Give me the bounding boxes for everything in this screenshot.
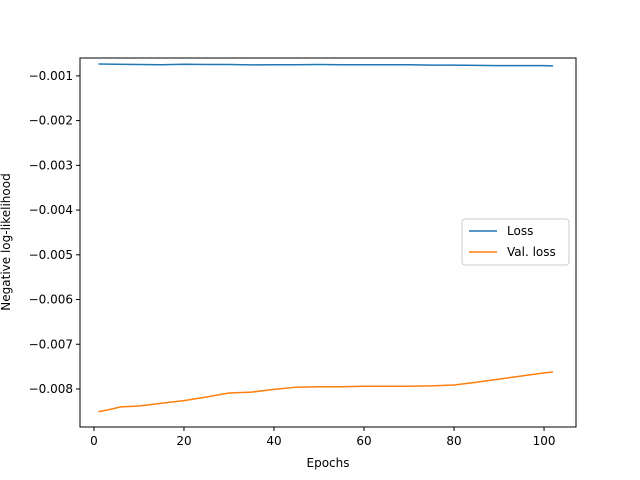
x-tick-label: 80 [446,434,461,448]
plot-frame [79,57,577,428]
y-tick-label: −0.006 [29,293,73,307]
x-tick-label: 60 [356,434,371,448]
y-tick-label: −0.005 [29,248,73,262]
series-line-loss [98,63,554,67]
y-tick-label: −0.007 [29,337,73,351]
x-tick-label: 20 [176,434,191,448]
x-tick-label: 100 [533,434,556,448]
y-tick-label: −0.001 [29,69,73,83]
y-tick-label: −0.002 [29,114,73,128]
legend-label-val-loss: Val. loss [507,245,556,259]
y-tick-label: −0.004 [29,203,73,217]
y-tick-label: −0.008 [29,382,73,396]
x-tick-label: 0 [90,434,98,448]
legend: Loss Val. loss [461,218,570,266]
legend-label-loss: Loss [507,224,533,238]
x-tick-label: 40 [266,434,281,448]
series-line-val-loss [98,371,554,413]
y-tick-label: −0.003 [29,158,73,172]
plot-area: 0 20 40 60 80 100 −0.001 −0.002 −0.003 −0.004 −0.0… [29,57,577,448]
x-axis-label: Epochs [307,456,350,470]
y-axis-label: Negative log-likelihood [0,173,13,310]
